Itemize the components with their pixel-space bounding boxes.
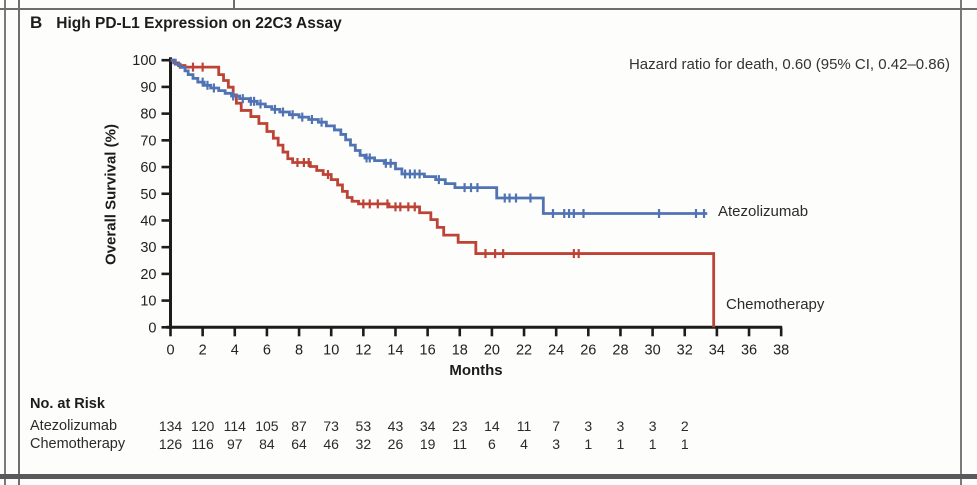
risk-value: 64 <box>291 436 307 452</box>
svg-text:90: 90 <box>140 80 156 96</box>
svg-text:10: 10 <box>323 342 339 358</box>
risk-table-header: No. at Risk <box>30 396 105 412</box>
risk-value: 32 <box>355 436 372 452</box>
risk-row-label-atezolizumab: Atezolizumab <box>30 418 118 434</box>
risk-value: 53 <box>355 418 372 434</box>
risk-value: 4 <box>520 436 528 452</box>
risk-value: 87 <box>291 418 307 434</box>
svg-text:34: 34 <box>709 342 725 358</box>
panel-top-rule <box>0 8 977 10</box>
risk-value: 34 <box>419 418 436 434</box>
x-axis-label: Months <box>449 362 503 379</box>
curve-label-atezolizumab: Atezolizumab <box>718 203 809 220</box>
svg-text:20: 20 <box>140 267 156 283</box>
svg-text:70: 70 <box>140 133 156 149</box>
svg-text:6: 6 <box>263 342 271 358</box>
panel-bottom-rule <box>0 474 977 479</box>
risk-value: 11 <box>452 436 468 452</box>
hazard-ratio-annotation: Hazard ratio for death, 0.60 (95% CI, 0.… <box>628 56 950 73</box>
risk-value: 19 <box>419 436 436 452</box>
risk-value: 3 <box>648 418 657 434</box>
curve-label-chemotherapy: Chemotherapy <box>726 296 825 313</box>
risk-value: 7 <box>552 418 561 434</box>
risk-value: 43 <box>387 418 404 434</box>
svg-text:50: 50 <box>140 187 156 203</box>
svg-text:28: 28 <box>612 342 628 358</box>
svg-text:0: 0 <box>148 320 156 336</box>
svg-text:12: 12 <box>355 342 371 358</box>
svg-text:0: 0 <box>166 342 174 358</box>
svg-text:38: 38 <box>773 342 789 358</box>
svg-text:16: 16 <box>420 342 436 358</box>
risk-value: 126 <box>158 436 183 452</box>
risk-value: 116 <box>191 436 214 452</box>
risk-value: 1 <box>584 436 593 452</box>
panel-title-text: High PD-L1 Expression on 22C3 Assay <box>56 15 342 32</box>
svg-text:8: 8 <box>295 342 303 358</box>
risk-value: 14 <box>484 418 500 434</box>
risk-row-label-chemotherapy: Chemotherapy <box>30 436 126 452</box>
risk-value: 3 <box>616 418 625 434</box>
panel-title: B High PD-L1 Expression on 22C3 Assay <box>30 13 342 33</box>
risk-value: 6 <box>487 436 496 452</box>
svg-text:24: 24 <box>548 342 564 358</box>
risk-value: 3 <box>552 436 561 452</box>
risk-value: 134 <box>158 418 183 434</box>
svg-text:36: 36 <box>741 342 757 358</box>
svg-text:30: 30 <box>140 240 156 256</box>
svg-text:100: 100 <box>132 53 156 69</box>
svg-text:26: 26 <box>580 342 596 358</box>
risk-value: 26 <box>387 436 404 452</box>
risk-value: 73 <box>323 418 339 434</box>
svg-text:22: 22 <box>516 342 532 358</box>
risk-value: 114 <box>223 418 246 434</box>
risk-value: 46 <box>323 436 339 452</box>
svg-text:20: 20 <box>484 342 500 358</box>
risk-value: 2 <box>680 418 689 434</box>
svg-text:60: 60 <box>140 160 156 176</box>
risk-value: 1 <box>616 436 625 452</box>
risk-value: 105 <box>255 418 279 434</box>
svg-text:4: 4 <box>231 342 239 358</box>
risk-value: 11 <box>516 418 532 434</box>
panel-letter: B <box>30 13 43 32</box>
figure-right-border <box>960 0 962 485</box>
svg-text:14: 14 <box>387 342 403 358</box>
svg-text:30: 30 <box>645 342 661 358</box>
risk-value: 3 <box>584 418 593 434</box>
svg-text:80: 80 <box>140 107 156 123</box>
risk-value: 84 <box>259 436 275 452</box>
risk-value: 1 <box>680 436 689 452</box>
svg-text:32: 32 <box>677 342 693 358</box>
svg-text:18: 18 <box>452 342 468 358</box>
risk-value: 23 <box>451 418 468 434</box>
svg-text:40: 40 <box>140 213 156 229</box>
panel-a-axis-stub <box>233 0 235 8</box>
figure-outer-left-border <box>4 0 6 485</box>
svg-text:10: 10 <box>140 294 156 310</box>
svg-text:2: 2 <box>199 342 207 358</box>
risk-value: 97 <box>226 436 243 452</box>
risk-value: 1 <box>648 436 657 452</box>
risk-value: 120 <box>190 418 215 434</box>
panel-left-border <box>18 0 20 485</box>
